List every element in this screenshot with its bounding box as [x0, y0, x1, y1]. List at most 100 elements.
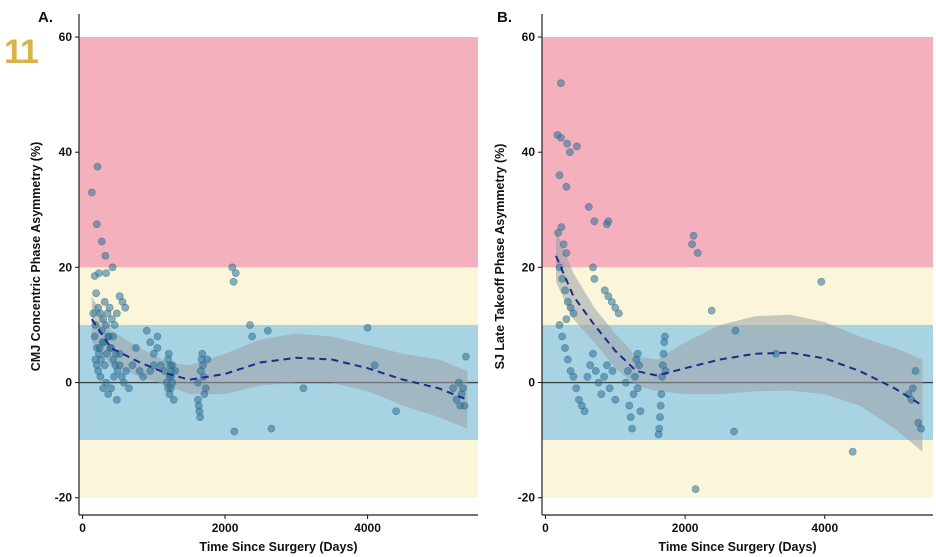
data-point: [591, 367, 600, 375]
band-0: [79, 37, 478, 268]
data-point: [636, 407, 645, 416]
data-point: [555, 321, 564, 329]
x-tick-label: 0: [542, 521, 549, 535]
band-3: [542, 440, 933, 498]
data-point: [120, 378, 128, 387]
data-point: [90, 332, 99, 341]
data-point: [572, 384, 581, 393]
data-point: [102, 378, 110, 387]
data-point: [452, 395, 461, 404]
data-point: [102, 269, 110, 277]
data-point: [124, 384, 133, 393]
page-number: 11: [4, 33, 39, 71]
data-point: [633, 384, 642, 393]
data-point: [594, 378, 603, 387]
data-point: [635, 361, 643, 370]
data-point: [449, 384, 457, 393]
data-point: [153, 332, 162, 341]
data-point: [917, 424, 925, 433]
data-point: [558, 332, 567, 341]
data-point: [655, 424, 664, 433]
data-point: [115, 361, 124, 370]
x-axis-title: Time Since Surgery (Days): [658, 540, 816, 554]
data-point: [128, 361, 137, 370]
y-tick-label: -20: [55, 491, 73, 505]
data-point: [194, 378, 202, 387]
data-point: [661, 332, 669, 341]
data-point: [611, 395, 620, 404]
data-point: [199, 361, 207, 370]
data-point: [580, 407, 589, 416]
band-3: [79, 440, 478, 498]
data-point: [563, 139, 571, 148]
data-point: [100, 297, 109, 306]
data-point: [460, 401, 469, 410]
data-point: [112, 395, 121, 404]
x-tick-label: 2000: [212, 521, 239, 535]
data-point: [363, 323, 372, 332]
data-point: [100, 361, 109, 370]
y-tick-label: -20: [518, 491, 536, 505]
data-point: [658, 372, 666, 381]
data-point: [101, 251, 110, 260]
data-point: [96, 372, 105, 381]
data-point: [611, 303, 620, 312]
y-tick-label: 20: [522, 260, 536, 274]
panel-b: -20 0 20 40 60 0 2000 4000 Time Since Surgery (D…: [493, 9, 933, 554]
data-point: [203, 355, 212, 364]
data-point: [110, 372, 118, 381]
x-tick-label: 2000: [672, 521, 699, 535]
data-point: [625, 401, 634, 410]
panel-label: A.: [38, 9, 53, 26]
data-point: [656, 401, 665, 410]
data-point: [164, 349, 173, 358]
data-point: [633, 349, 642, 358]
data-point: [908, 384, 917, 393]
data-point: [558, 274, 567, 283]
data-point: [731, 326, 740, 335]
confidence-band: [556, 229, 923, 452]
y-tick-label: 40: [59, 145, 73, 159]
data-point: [693, 249, 702, 257]
data-point: [370, 361, 379, 370]
data-point: [607, 297, 616, 306]
data-point: [583, 372, 592, 381]
data-point: [92, 361, 101, 370]
data-point: [562, 182, 571, 191]
data-point: [600, 286, 609, 295]
x-tick-label: 0: [79, 521, 86, 535]
data-point: [196, 413, 204, 421]
data-point: [691, 485, 700, 493]
data-point: [107, 384, 115, 393]
y-axis-title: CMJ Concentric Phase Asymmetry (%): [29, 142, 43, 371]
data-point: [231, 269, 240, 277]
data-point: [139, 372, 147, 381]
data-point: [135, 367, 144, 375]
data-point: [911, 367, 920, 375]
data-point: [169, 395, 178, 404]
data-point: [149, 361, 158, 370]
data-point: [132, 344, 140, 352]
confidence-band: [91, 296, 468, 429]
data-point: [87, 188, 96, 197]
data-point: [557, 223, 566, 231]
data-point: [230, 427, 239, 436]
band-1: [79, 267, 478, 325]
data-point: [656, 413, 664, 421]
data-point: [730, 427, 738, 436]
data-point: [626, 413, 635, 421]
data-point: [604, 292, 613, 301]
data-point: [817, 277, 826, 286]
data-point: [603, 361, 611, 370]
data-point: [108, 263, 117, 272]
data-point: [201, 384, 210, 393]
data-point: [146, 367, 155, 375]
data-point: [561, 286, 569, 295]
data-point: [848, 447, 857, 456]
data-point: [562, 315, 571, 324]
data-point: [597, 390, 606, 398]
data-point: [629, 390, 638, 398]
data-point: [557, 79, 565, 87]
data-point: [573, 142, 581, 151]
